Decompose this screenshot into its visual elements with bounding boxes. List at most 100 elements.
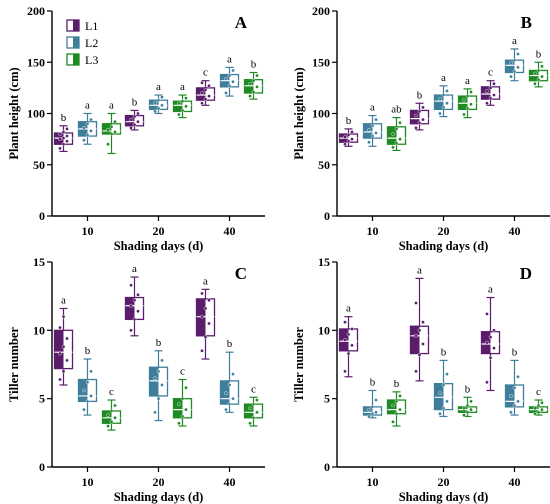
x-tick-label: 10 xyxy=(82,475,94,489)
box-l1: a xyxy=(409,264,430,382)
data-point xyxy=(82,138,86,142)
data-point xyxy=(61,344,66,349)
data-point xyxy=(512,385,517,390)
data-point xyxy=(207,94,211,98)
significance-letter: b xyxy=(536,48,542,60)
data-point xyxy=(156,98,161,102)
legend-swatch-fill xyxy=(73,20,79,31)
x-tick-label: 40 xyxy=(509,475,521,489)
data-point xyxy=(82,388,86,393)
data-point xyxy=(462,98,466,102)
x-tick-label: 40 xyxy=(224,224,236,238)
data-point xyxy=(231,372,235,376)
significance-letter: a xyxy=(227,53,232,65)
data-point xyxy=(251,90,256,94)
data-point xyxy=(540,400,544,405)
box-fill xyxy=(102,410,112,424)
data-point xyxy=(85,133,90,137)
data-point xyxy=(417,120,422,125)
significance-letter: a xyxy=(417,264,422,276)
box-l2: a xyxy=(433,72,454,118)
significance-letter: b xyxy=(441,346,447,358)
data-point xyxy=(156,369,161,374)
box-fill xyxy=(54,330,64,369)
y-tick-label: 10 xyxy=(318,323,330,337)
data-point xyxy=(516,399,520,404)
data-point xyxy=(85,121,90,126)
data-point xyxy=(485,340,489,345)
data-point xyxy=(465,94,470,98)
data-point xyxy=(367,407,371,412)
legend-label: L3 xyxy=(85,53,98,67)
data-point xyxy=(441,105,446,110)
data-point xyxy=(343,320,347,324)
significance-letter: c xyxy=(488,67,493,79)
data-point xyxy=(251,415,256,420)
y-axis-title: Plant height (cm) xyxy=(292,67,306,159)
data-point xyxy=(65,134,69,138)
box-l3: a xyxy=(457,75,478,119)
box-outline xyxy=(148,366,169,397)
data-point xyxy=(106,142,110,147)
significance-letter: c xyxy=(251,383,256,395)
box-fill xyxy=(173,101,183,112)
data-point xyxy=(350,343,354,348)
data-point xyxy=(224,91,228,95)
data-point xyxy=(445,101,449,106)
data-point xyxy=(488,96,493,100)
data-point xyxy=(398,137,402,141)
data-point xyxy=(109,409,114,413)
data-point xyxy=(343,369,347,374)
data-point xyxy=(106,424,110,428)
data-point xyxy=(438,411,442,416)
data-point xyxy=(540,74,544,79)
box-l3: a xyxy=(101,100,122,155)
significance-letter: b xyxy=(465,383,471,395)
data-point xyxy=(207,84,211,88)
data-point xyxy=(492,346,496,350)
data-point xyxy=(153,101,157,106)
data-point xyxy=(180,414,185,419)
data-point xyxy=(184,385,188,390)
data-point xyxy=(441,383,446,387)
panel-c: 0 5 10 15 10 20 40 Shading days (d) Tiller numbe… xyxy=(7,255,265,504)
significance-letter: a xyxy=(370,102,375,114)
data-point xyxy=(438,111,442,116)
panel-a: 0 50 100 150 200 10 20 40 Shading days (d) Plant … xyxy=(7,4,265,253)
data-point xyxy=(391,420,395,424)
significance-letter: b xyxy=(370,376,376,388)
data-point xyxy=(370,405,375,409)
data-point xyxy=(207,298,211,303)
data-point xyxy=(421,105,425,110)
data-point xyxy=(394,399,399,404)
data-point xyxy=(488,335,493,339)
data-point xyxy=(465,403,470,408)
data-point xyxy=(441,93,446,97)
data-point xyxy=(58,325,62,330)
box-l2: b xyxy=(504,346,525,416)
data-point xyxy=(177,421,181,426)
data-point xyxy=(343,338,347,342)
box-l1: b xyxy=(124,96,145,131)
y-tick-label: 0 xyxy=(39,460,45,474)
data-point xyxy=(65,358,69,363)
data-point xyxy=(65,139,69,143)
significance-letter: a xyxy=(109,100,114,112)
significance-letter: a xyxy=(465,75,470,87)
significance-letter: a xyxy=(346,303,351,315)
box-l3: b xyxy=(386,378,407,427)
data-point xyxy=(248,81,252,86)
data-point xyxy=(540,64,544,69)
data-point xyxy=(160,103,164,108)
data-point xyxy=(65,127,69,131)
data-point xyxy=(251,402,256,406)
significance-letter: a xyxy=(85,100,90,112)
data-point xyxy=(200,91,204,95)
legend-swatch-fill xyxy=(73,37,79,48)
significance-letter: a xyxy=(203,275,208,287)
data-point xyxy=(414,126,418,130)
data-point xyxy=(200,349,204,353)
box-fill xyxy=(481,86,491,100)
data-point xyxy=(227,84,232,88)
box-l1: b xyxy=(53,112,74,153)
